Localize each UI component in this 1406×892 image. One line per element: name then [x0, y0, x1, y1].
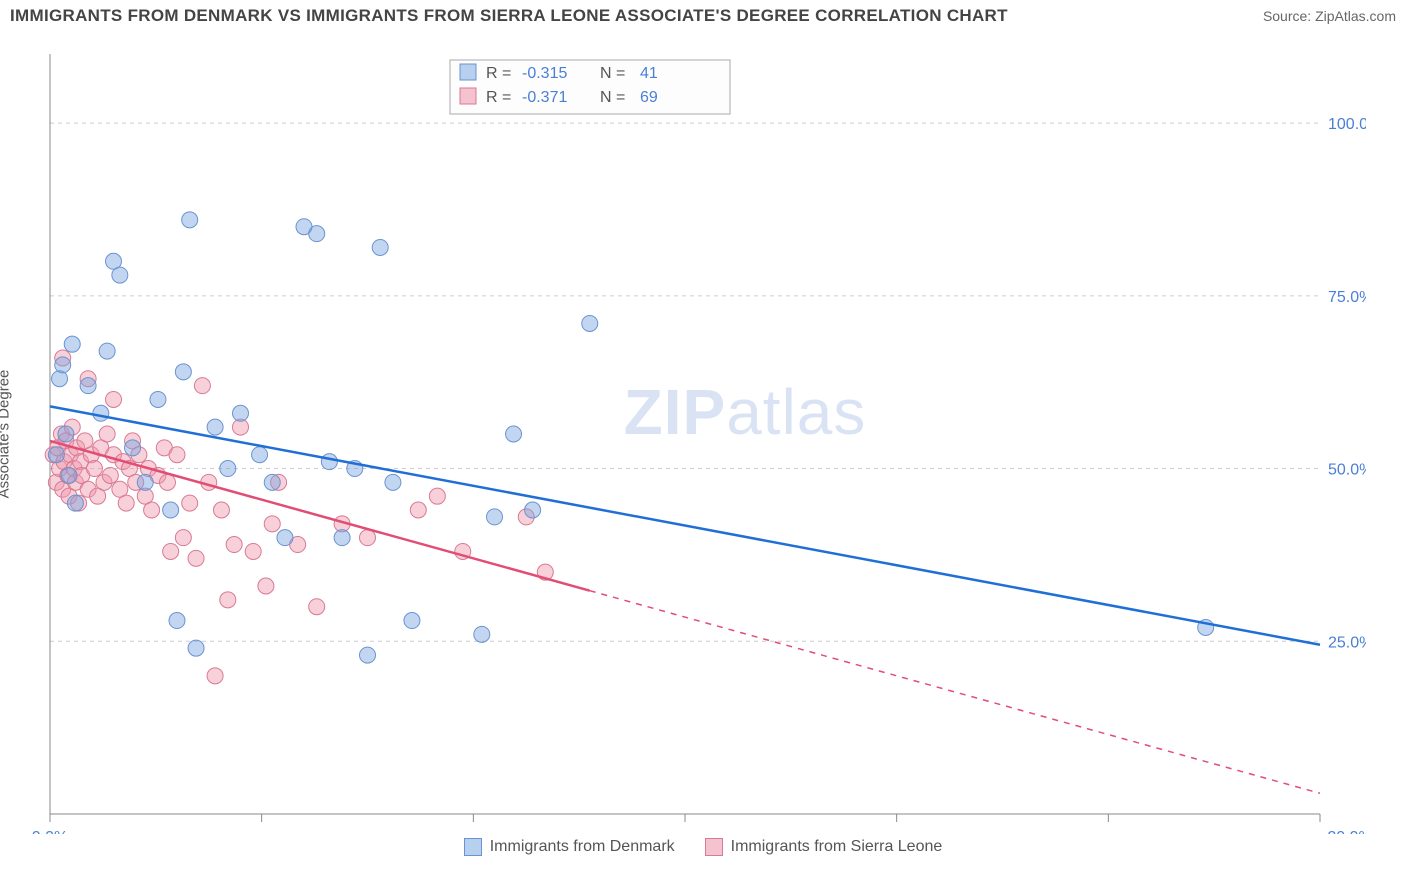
svg-text:100.0%: 100.0% — [1328, 116, 1366, 133]
svg-text:69: 69 — [640, 89, 658, 106]
svg-text:-0.315: -0.315 — [522, 65, 567, 82]
svg-text:ZIPatlas: ZIPatlas — [624, 376, 867, 448]
svg-text:R =: R = — [486, 65, 511, 82]
legend-swatch-icon — [464, 838, 482, 856]
legend-label: Immigrants from Sierra Leone — [731, 838, 943, 856]
svg-text:41: 41 — [640, 65, 658, 82]
svg-text:25.0%: 25.0% — [1328, 634, 1366, 651]
legend-label: Immigrants from Denmark — [490, 838, 675, 856]
series-legend: Immigrants from Denmark Immigrants from … — [0, 838, 1406, 856]
svg-text:20.0%: 20.0% — [1327, 829, 1366, 834]
correlation-scatter-chart: 0.0% 20.0% 25.0% 50.0% 75.0% 100.0% ZIPatlas R … — [10, 34, 1366, 834]
svg-text:50.0%: 50.0% — [1328, 462, 1366, 479]
legend-swatch-icon — [705, 838, 723, 856]
legend-item-denmark: Immigrants from Denmark — [464, 838, 675, 856]
legend-item-sierraleone: Immigrants from Sierra Leone — [705, 838, 943, 856]
y-axis-label: Associate's Degree — [0, 370, 13, 499]
svg-text:N =: N = — [600, 89, 625, 106]
svg-text:75.0%: 75.0% — [1328, 289, 1366, 306]
svg-text:-0.371: -0.371 — [522, 89, 567, 106]
source-label: Source: ZipAtlas.com — [1263, 8, 1396, 24]
svg-text:R =: R = — [486, 89, 511, 106]
svg-text:0.0%: 0.0% — [32, 829, 68, 834]
chart-title: IMMIGRANTS FROM DENMARK VS IMMIGRANTS FR… — [10, 6, 1008, 26]
svg-text:N =: N = — [600, 65, 625, 82]
